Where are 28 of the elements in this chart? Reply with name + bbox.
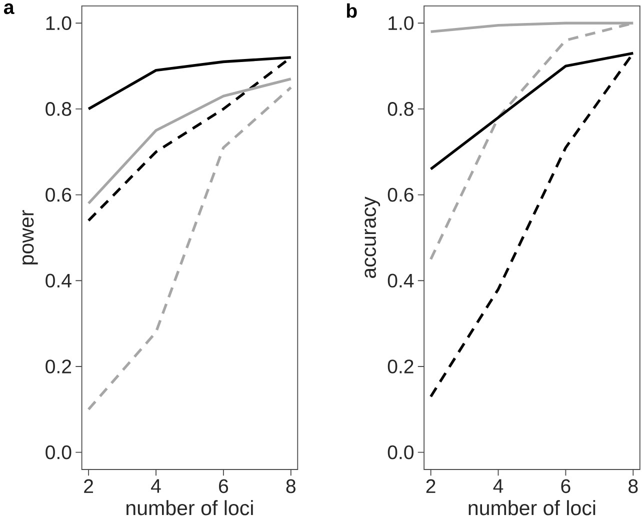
x-tick-label: 8 (628, 479, 638, 494)
y-tick-label: 0.8 (388, 102, 414, 116)
y-tick-label: 0.2 (388, 360, 414, 374)
y-tick-label: 1.0 (46, 16, 72, 30)
y-axis-title: power (22, 210, 38, 265)
y-tick-label: 0.0 (46, 446, 72, 460)
x-tick-label: 6 (561, 479, 570, 494)
y-tick-label: 0.4 (46, 274, 72, 288)
chart-title: b (346, 4, 357, 18)
x-axis-title: number of loci (468, 500, 596, 516)
x-tick-label: 4 (493, 479, 504, 493)
line-series (87, 86, 292, 411)
x-tick-label: 2 (84, 479, 94, 494)
line-series (87, 78, 292, 205)
y-tick-label: 0.6 (388, 188, 414, 202)
y-axis-title: accuracy (364, 196, 380, 278)
x-tick-label: 2 (426, 479, 436, 494)
x-axis-title: number of loci (126, 500, 253, 516)
x-tick-label: 6 (219, 479, 228, 494)
x-tick-label: 4 (151, 479, 161, 493)
y-tick-label: 0.8 (46, 102, 72, 116)
y-tick-label: 0.4 (388, 274, 414, 288)
y-tick-label: 0.2 (46, 360, 72, 374)
y-tick-label: 0.0 (388, 446, 414, 460)
y-tick-label: 0.6 (46, 188, 72, 202)
chart-title: a (4, 4, 14, 14)
x-tick-label: 8 (286, 479, 296, 494)
y-tick-label: 1.0 (388, 16, 414, 30)
